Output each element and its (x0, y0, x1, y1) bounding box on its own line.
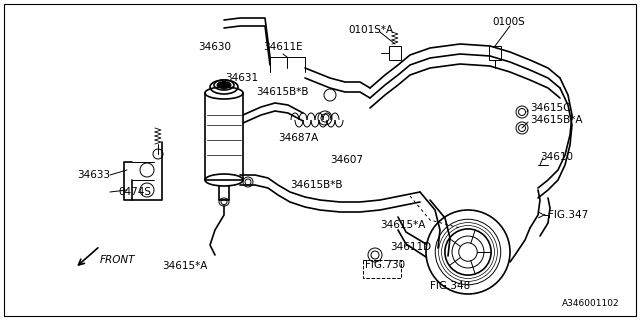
Text: 0101S*A: 0101S*A (348, 25, 393, 35)
Text: 34611D: 34611D (390, 242, 431, 252)
Text: 34615B*B: 34615B*B (256, 87, 308, 97)
Text: 34615*A: 34615*A (380, 220, 426, 230)
Text: 0474S: 0474S (118, 187, 151, 197)
Bar (489, 46, 501, 60)
Text: FIG.347: FIG.347 (548, 210, 588, 220)
Text: FIG.730: FIG.730 (365, 260, 405, 270)
Text: 34615*A: 34615*A (163, 261, 208, 271)
Text: 34615C: 34615C (530, 103, 570, 113)
Ellipse shape (217, 82, 231, 89)
Text: 34607: 34607 (330, 155, 363, 165)
Text: FRONT: FRONT (100, 255, 136, 265)
Text: 34631: 34631 (225, 73, 258, 83)
Text: 34633: 34633 (77, 170, 110, 180)
Text: 34630: 34630 (198, 42, 232, 52)
Text: A346001102: A346001102 (563, 299, 620, 308)
Bar (389, 46, 401, 60)
Text: FIG.348: FIG.348 (430, 281, 470, 291)
Text: 34615B*A: 34615B*A (530, 115, 582, 125)
Bar (363, 260, 401, 278)
Text: 34610: 34610 (540, 152, 573, 162)
Text: 34615B*B: 34615B*B (290, 180, 342, 190)
Text: 34687A: 34687A (278, 133, 318, 143)
Text: 34611E: 34611E (263, 42, 303, 52)
Text: 0100S: 0100S (492, 17, 525, 27)
